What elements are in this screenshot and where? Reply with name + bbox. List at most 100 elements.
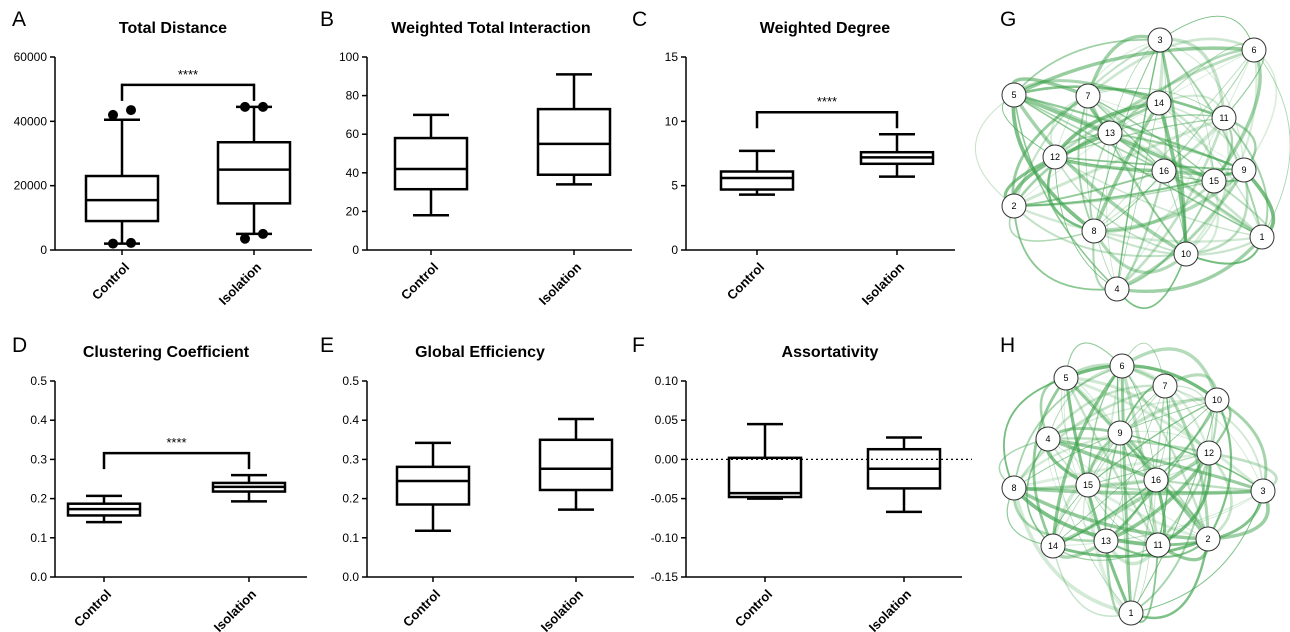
network-edge — [1157, 452, 1212, 547]
panel-E: E Global Efficiency 0.0 0.1 0.2 0.3 0.4 0.5 Cont… — [320, 334, 634, 632]
network-edge — [1087, 399, 1218, 486]
box-control — [727, 422, 803, 500]
network-edge — [1105, 452, 1211, 543]
network-edge — [1116, 102, 1160, 290]
x-category-label: Control — [724, 260, 767, 303]
network-edge — [1087, 483, 1264, 495]
network-edge — [1013, 204, 1263, 243]
node-circle — [1042, 144, 1068, 170]
node-label: 3 — [1157, 35, 1162, 45]
network-edge — [1012, 384, 1166, 489]
node-label: 6 — [1251, 45, 1256, 55]
network-edge — [1054, 39, 1161, 158]
node-label: 16 — [1159, 166, 1169, 176]
node-circle — [1143, 467, 1169, 493]
network-edge — [1047, 398, 1218, 440]
network-edge — [1093, 168, 1246, 233]
node-label: 13 — [1105, 128, 1115, 138]
x-category-label: Control — [400, 587, 443, 630]
network-edge — [1105, 490, 1264, 542]
network-edge — [1157, 102, 1188, 255]
network-node: 12 — [1042, 144, 1068, 170]
panel-letter: A — [12, 8, 26, 31]
network-edge — [1054, 156, 1245, 171]
y-tick-label: -0.05 — [651, 492, 679, 506]
y-tick-label: 0 — [40, 243, 47, 257]
y-tick-label: 60000 — [14, 50, 48, 64]
node-label: 2 — [1205, 534, 1210, 544]
panel-title: Global Efficiency — [415, 344, 545, 361]
network-edge — [1207, 399, 1233, 540]
node-circle — [1173, 241, 1199, 267]
y-tick-label: 15 — [665, 50, 679, 64]
network-node: 16 — [1143, 467, 1169, 493]
network-edge — [1087, 95, 1245, 171]
panel-letter: H — [1000, 334, 1015, 357]
network-node: 4 — [1104, 276, 1130, 302]
significance-bracket: **** — [102, 435, 251, 470]
node-circle — [1147, 27, 1173, 53]
box-isolation — [211, 473, 287, 503]
y-tick-label: -0.10 — [651, 531, 679, 545]
y-tick-label: 0.3 — [342, 452, 359, 466]
node-circle — [1093, 528, 1119, 554]
node-label: 8 — [1011, 483, 1016, 493]
network-node: 15 — [1075, 472, 1101, 498]
panel-title: Total Distance — [119, 20, 227, 37]
network-edge — [1158, 102, 1263, 238]
node-label: 11 — [1219, 113, 1228, 123]
network-edge — [1185, 117, 1230, 255]
y-tick-label: 0.5 — [30, 374, 47, 388]
network-edge — [1047, 438, 1132, 614]
node-label: 5 — [1063, 373, 1068, 383]
panel-letter: E — [320, 334, 334, 357]
y-tick-label: 0.0 — [342, 570, 359, 584]
y-tick-label: 0.10 — [655, 374, 679, 388]
node-circle — [1104, 276, 1130, 302]
box-isolation — [216, 101, 292, 244]
node-label: 1 — [1259, 232, 1264, 242]
significance-stars: **** — [817, 94, 837, 109]
network-edge — [1054, 156, 1118, 290]
y-tick-label: 0.0 — [30, 570, 47, 584]
panel-letter: G — [1000, 8, 1016, 31]
network-edge — [1013, 205, 1118, 291]
panel-letter: B — [320, 8, 334, 31]
node-label: 5 — [1011, 90, 1016, 100]
network-edge — [1157, 385, 1171, 546]
node-circle — [1196, 440, 1222, 466]
network-node: 1 — [1118, 600, 1144, 626]
network-edge — [1185, 169, 1249, 256]
network-node: 6 — [1241, 37, 1267, 63]
x-category-label: Isolation — [216, 259, 264, 307]
node-circle — [1040, 533, 1066, 559]
network-node: 13 — [1097, 120, 1123, 146]
network-edge — [1106, 132, 1118, 290]
significance-stars: **** — [178, 67, 198, 82]
panel-D: D Clustering Coefficient 0.0 0.1 0.2 0.3 0.4 0.… — [12, 334, 307, 632]
box-iqr — [393, 136, 469, 191]
panel-B: B Weighted Total Interaction 0 20 40 60 80 100 C… — [320, 8, 632, 308]
network-edge — [1064, 377, 1159, 546]
panel-letter: D — [12, 334, 27, 357]
network-edge — [1121, 347, 1219, 401]
node-circle — [1001, 82, 1027, 108]
box-isolation — [859, 132, 935, 178]
node-label: 10 — [1181, 249, 1191, 259]
network-edge — [1109, 132, 1187, 255]
node-circle — [1109, 353, 1135, 379]
bracket-line — [120, 83, 256, 101]
network-edge — [1087, 452, 1210, 486]
y-tick-label: 10 — [665, 114, 679, 128]
y-tick-label: 0.00 — [655, 452, 679, 466]
node-label: 7 — [1085, 91, 1090, 101]
network-edge — [1012, 94, 1187, 256]
network-edge — [1065, 376, 1211, 455]
outlier-point — [258, 101, 268, 112]
panel-title: Assortativity — [782, 344, 879, 361]
network-node: 3 — [1147, 27, 1173, 53]
network-node: 4 — [1035, 426, 1061, 452]
box-control — [66, 494, 142, 524]
box-iqr — [84, 174, 160, 223]
network-node: 9 — [1231, 157, 1257, 183]
